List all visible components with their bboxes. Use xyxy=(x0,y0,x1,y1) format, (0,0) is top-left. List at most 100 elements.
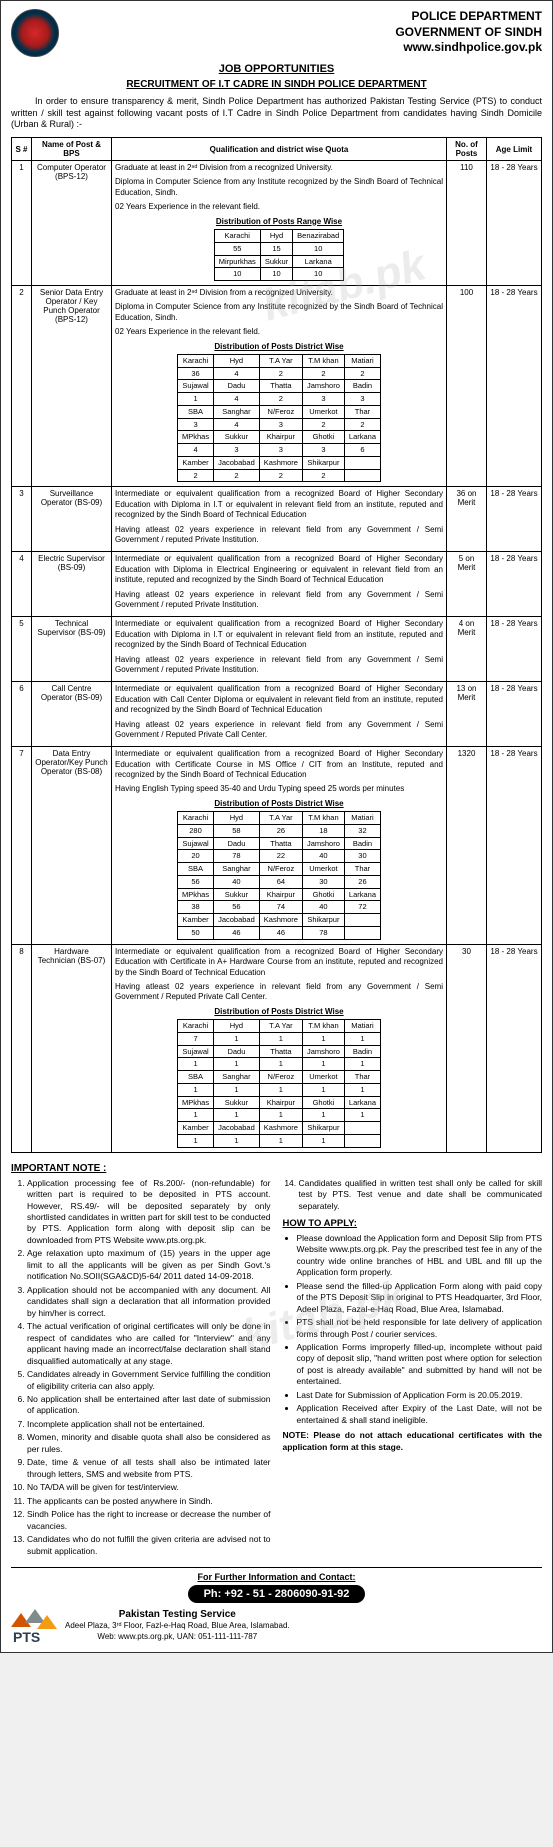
cell-age: 18 - 28 Years xyxy=(487,682,542,747)
dist-cell: 58 xyxy=(214,824,260,837)
note-item: Candidates already in Government Service… xyxy=(27,1369,271,1392)
dist-cell: 1 xyxy=(344,1109,380,1122)
notes-columns: Application processing fee of Rs.200/- (… xyxy=(11,1178,542,1560)
qual-paragraph: Intermediate or equivalent qualification… xyxy=(115,749,443,780)
qual-paragraph: Intermediate or equivalent qualification… xyxy=(115,684,443,715)
note-item: Women, minority and disable quota shall … xyxy=(27,1432,271,1455)
dist-cell: 26 xyxy=(259,824,302,837)
table-row: 1Computer Operator (BPS-12)Graduate at l… xyxy=(12,161,542,286)
dist-cell: 1 xyxy=(302,1134,344,1147)
dist-cell: 15 xyxy=(260,242,292,255)
dist-cell: 1 xyxy=(177,1134,213,1147)
dist-cell: 1 xyxy=(214,1134,260,1147)
cell-age: 18 - 28 Years xyxy=(487,617,542,682)
title-recruitment: RECRUITMENT OF I.T CADRE IN SINDH POLICE… xyxy=(11,79,542,90)
posts-table: S # Name of Post & BPS Qualification and… xyxy=(11,137,542,1153)
dist-cell: Sanghar xyxy=(214,1071,260,1084)
qual-paragraph: Diploma in Computer Science from any Ins… xyxy=(115,177,443,198)
intro-paragraph: In order to ensure transparency & merit,… xyxy=(11,96,542,131)
th-qual: Qualification and district wise Quota xyxy=(112,138,447,161)
cell-age: 18 - 28 Years xyxy=(487,487,542,552)
pts-address: Adeel Plaza, 3ʳᵈ Floor, Fazl-e-Haq Road,… xyxy=(65,1621,290,1631)
important-note-label: IMPORTANT NOTE : xyxy=(11,1163,542,1174)
qual-paragraph: Intermediate or equivalent qualification… xyxy=(115,554,443,585)
dist-cell: 1 xyxy=(177,1109,213,1122)
note-item: The applicants can be posted anywhere in… xyxy=(27,1496,271,1507)
cell-name: Technical Supervisor (BS-09) xyxy=(32,617,112,682)
distribution-table: KarachiHydT.A YarT.M khanMatiari364222Su… xyxy=(177,354,381,483)
cell-qualification: Intermediate or equivalent qualification… xyxy=(112,552,447,617)
dist-cell: 40 xyxy=(214,875,260,888)
howto-item: Last Date for Submission of Application … xyxy=(297,1390,543,1401)
cell-age: 18 - 28 Years xyxy=(487,161,542,286)
dist-cell: 32 xyxy=(344,824,380,837)
dist-cell xyxy=(344,456,380,469)
dist-cell: Khairpur xyxy=(259,1096,302,1109)
dist-cell: SBA xyxy=(177,1071,213,1084)
dist-cell: 4 xyxy=(214,393,260,406)
dist-cell: Badin xyxy=(344,837,380,850)
table-row: 7Data Entry Operator/Key Punch Operator … xyxy=(12,747,542,944)
dist-cell: 3 xyxy=(214,444,260,457)
note-item: Sindh Police has the right to increase o… xyxy=(27,1509,271,1532)
note-item: No application shall be entertained afte… xyxy=(27,1394,271,1417)
dist-cell: Larkana xyxy=(344,888,380,901)
header: POLICE DEPARTMENT GOVERNMENT OF SINDH ww… xyxy=(11,9,542,57)
dist-cell: MPkhas xyxy=(177,431,213,444)
qual-paragraph: Having atleast 02 years experience in re… xyxy=(115,590,443,611)
table-row: 6Call Centre Operator (BS-09)Intermediat… xyxy=(12,682,542,747)
cell-sno: 3 xyxy=(12,487,32,552)
dist-cell: 2 xyxy=(259,469,302,482)
howto-item: Please download the Application form and… xyxy=(297,1233,543,1279)
footer: For Further Information and Contact: Ph:… xyxy=(11,1567,542,1642)
th-name: Name of Post & BPS xyxy=(32,138,112,161)
title-opportunities: JOB OPPORTUNITIES xyxy=(11,63,542,75)
dist-cell: 2 xyxy=(214,469,260,482)
dist-cell: Ghotki xyxy=(302,888,344,901)
dist-cell: 1 xyxy=(302,1083,344,1096)
dist-cell: 1 xyxy=(344,1032,380,1045)
dist-cell: Sukkur xyxy=(214,431,260,444)
qual-paragraph: Having English Typing speed 35-40 and Ur… xyxy=(115,784,443,794)
dist-cell: 40 xyxy=(302,850,344,863)
th-posts: No. of Posts xyxy=(447,138,487,161)
cell-posts: 4 on Merit xyxy=(447,617,487,682)
dist-cell: 18 xyxy=(302,824,344,837)
dept-name: POLICE DEPARTMENT xyxy=(67,9,542,25)
cell-age: 18 - 28 Years xyxy=(487,944,542,1152)
cell-posts: 1320 xyxy=(447,747,487,944)
dist-cell: Dadu xyxy=(214,380,260,393)
document-page: kitab.pk kitab.pk POLICE DEPARTMENT GOVE… xyxy=(0,0,553,1653)
distribution-table: KarachiHydT.A YarT.M khanMatiari28058261… xyxy=(177,811,381,940)
dist-cell: 2 xyxy=(177,469,213,482)
dist-cell: Kamber xyxy=(177,456,213,469)
dist-cell: Jacobabad xyxy=(214,456,260,469)
dist-cell: Karachi xyxy=(177,354,213,367)
dist-cell: Dadu xyxy=(214,837,260,850)
dist-cell: 2 xyxy=(344,367,380,380)
dist-cell: Sujawal xyxy=(177,380,213,393)
dist-cell: 2 xyxy=(344,418,380,431)
dist-cell: 6 xyxy=(344,444,380,457)
note-item: Candidates who do not fulfill the given … xyxy=(27,1534,271,1557)
cell-qualification: Graduate at least in 2ⁿᵈ Division from a… xyxy=(112,286,447,487)
dist-cell: Umerkot xyxy=(302,863,344,876)
table-row: 8Hardware Technician (BS-07)Intermediate… xyxy=(12,944,542,1152)
dist-cell: SBA xyxy=(177,863,213,876)
dist-cell: 1 xyxy=(214,1058,260,1071)
dist-cell: Benazirabad xyxy=(293,230,344,243)
dist-cell: 10 xyxy=(293,242,344,255)
dist-cell: Jamshoro xyxy=(302,1045,344,1058)
dist-cell: 46 xyxy=(214,926,260,939)
pts-row: PTS Pakistan Testing Service Adeel Plaza… xyxy=(11,1608,542,1642)
dist-cell: 3 xyxy=(302,444,344,457)
dist-cell: 2 xyxy=(302,367,344,380)
dist-cell: 10 xyxy=(214,268,260,281)
dist-cell: Thatta xyxy=(259,837,302,850)
dist-cell xyxy=(344,469,380,482)
dist-cell: SBA xyxy=(177,405,213,418)
dist-cell: Jamshoro xyxy=(302,380,344,393)
cell-posts: 5 on Merit xyxy=(447,552,487,617)
cell-age: 18 - 28 Years xyxy=(487,286,542,487)
qual-paragraph: Having atleast 02 years experience in re… xyxy=(115,982,443,1003)
